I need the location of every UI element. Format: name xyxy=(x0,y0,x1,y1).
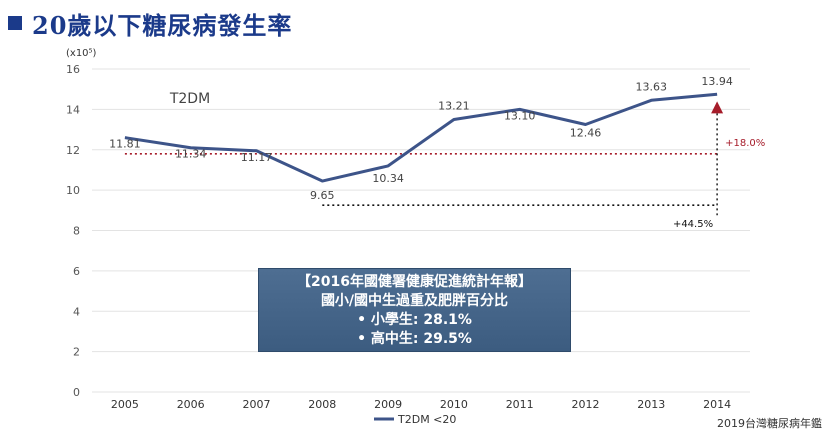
y-tick-label: 10 xyxy=(66,184,80,197)
legend-label: T2DM <20 xyxy=(397,413,456,426)
y-tick-label: 2 xyxy=(73,346,80,359)
annotation-subtitle: 國小/國中生過重及肥胖百分比 xyxy=(259,292,570,311)
y-axis-unit: (x10⁵) xyxy=(66,48,97,59)
annotation-pct-18: +18.0% xyxy=(725,138,765,149)
data-label: 12.46 xyxy=(570,127,602,140)
y-tick-label: 12 xyxy=(66,144,80,157)
x-tick-label: 2014 xyxy=(703,398,731,411)
data-label: 13.94 xyxy=(701,75,733,88)
data-label: 13.63 xyxy=(636,80,668,93)
y-tick-label: 14 xyxy=(66,103,80,116)
x-tick-label: 2012 xyxy=(572,398,600,411)
y-tick-label: 0 xyxy=(73,386,80,399)
source-note: 2019台灣糖尿病年鑑 xyxy=(717,415,822,431)
data-label: 11.34 xyxy=(175,148,207,161)
annotation-bullet-highschool: • 高中生: 29.5% xyxy=(259,330,570,349)
series-label: T2DM xyxy=(169,91,210,107)
arrow-up-icon xyxy=(711,101,723,113)
x-tick-label: 2006 xyxy=(177,398,205,411)
x-tick-label: 2010 xyxy=(440,398,468,411)
x-tick-label: 2009 xyxy=(374,398,402,411)
annotation-title: 【2016年國健署健康促進統計年報】 xyxy=(259,273,570,292)
x-tick-label: 2013 xyxy=(637,398,665,411)
data-label: 13.21 xyxy=(438,99,470,112)
y-tick-label: 6 xyxy=(73,265,80,278)
data-label: 13.10 xyxy=(504,109,536,122)
annotation-box: 【2016年國健署健康促進統計年報】 國小/國中生過重及肥胖百分比 • 小學生:… xyxy=(258,268,571,352)
y-tick-label: 8 xyxy=(73,225,80,238)
data-label: 11.81 xyxy=(109,138,141,151)
x-tick-label: 2008 xyxy=(308,398,336,411)
data-label: 10.34 xyxy=(372,172,404,185)
x-tick-label: 2011 xyxy=(506,398,534,411)
x-tick-label: 2007 xyxy=(243,398,271,411)
data-label: 9.65 xyxy=(310,189,335,202)
annotation-bullet-elementary: • 小學生: 28.1% xyxy=(259,311,570,330)
y-tick-label: 4 xyxy=(73,305,80,318)
y-tick-label: 16 xyxy=(66,63,80,76)
data-label: 11.17 xyxy=(241,151,273,164)
annotation-pct-44: +44.5% xyxy=(673,219,713,230)
x-tick-label: 2005 xyxy=(111,398,139,411)
series-line-t2dm xyxy=(125,94,717,181)
